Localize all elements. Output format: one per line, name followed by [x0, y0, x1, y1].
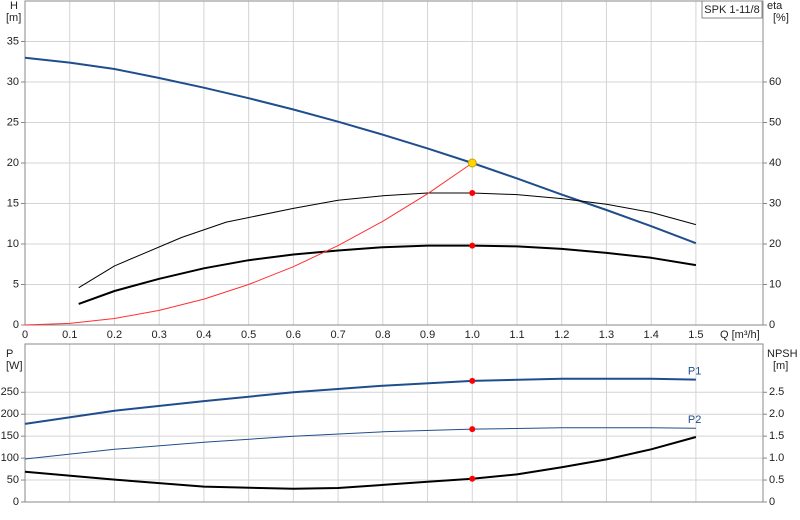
x-tick-label: 1.0 — [465, 329, 480, 341]
y-tick-label: 25 — [7, 116, 19, 128]
y2-tick-label: 0 — [769, 319, 775, 331]
y2-tick-label: 60 — [769, 76, 781, 88]
curve — [24, 56, 697, 245]
curve — [78, 244, 697, 305]
y2-axis-unit: [m] — [773, 360, 788, 372]
y-tick-label: 100 — [1, 452, 19, 464]
y-axis-unit: [W] — [6, 360, 23, 372]
y-tick-label: 200 — [1, 408, 19, 420]
x-tick-label: 1.2 — [554, 329, 569, 341]
x-tick-label: 1.5 — [688, 329, 703, 341]
x-tick-label: 1.4 — [644, 329, 659, 341]
y2-tick-label: 1.0 — [769, 452, 784, 464]
y-tick-label: 10 — [7, 238, 19, 250]
x-axis-label: Q [m³/h] — [720, 329, 760, 341]
curve-label: P2 — [688, 414, 701, 426]
y2-tick-label: 30 — [769, 197, 781, 209]
y2-tick-label: 2.5 — [769, 386, 784, 398]
curve — [24, 162, 473, 326]
curve — [24, 427, 696, 460]
y-axis-label: H — [10, 0, 18, 12]
duty-point — [469, 377, 476, 384]
y2-axis-label: eta — [767, 0, 783, 12]
duty-point — [469, 426, 476, 433]
y-tick-label: 15 — [7, 197, 19, 209]
plot-frame — [24, 0, 764, 326]
y2-tick-label: 2.0 — [769, 408, 784, 420]
curve — [24, 377, 696, 425]
y-tick-label: 0 — [13, 496, 19, 508]
y-tick-label: 30 — [7, 76, 19, 88]
y-tick-label: 20 — [7, 157, 19, 169]
curve — [24, 436, 697, 490]
duty-point — [469, 189, 476, 196]
curve — [78, 192, 697, 289]
x-tick-label: 0.1 — [62, 329, 77, 341]
x-tick-label: 0 — [22, 329, 28, 341]
x-tick-label: 1.1 — [509, 329, 524, 341]
y-tick-label: 35 — [7, 35, 19, 47]
y-axis-label: P — [6, 348, 13, 360]
x-tick-label: 0.4 — [196, 329, 211, 341]
title-box — [701, 0, 763, 19]
chart-title: SPK 1-11/8 — [704, 4, 759, 16]
y2-tick-label: 40 — [769, 157, 781, 169]
y-tick-label: 250 — [1, 386, 19, 398]
y2-axis-label: NPSH — [767, 348, 798, 360]
y2-tick-label: 0 — [769, 496, 775, 508]
curve-label: P1 — [688, 365, 701, 377]
y2-tick-label: 0.5 — [769, 474, 784, 486]
duty-point — [467, 158, 477, 168]
y-tick-label: 50 — [7, 474, 19, 486]
duty-point — [469, 475, 476, 482]
x-tick-label: 0.7 — [330, 329, 345, 341]
y2-tick-label: 50 — [769, 116, 781, 128]
x-tick-label: 0.9 — [420, 329, 435, 341]
y-tick-label: 5 — [13, 278, 19, 290]
y2-tick-label: 20 — [769, 238, 781, 250]
x-tick-label: 1.3 — [599, 329, 614, 341]
y2-tick-label: 10 — [769, 278, 781, 290]
x-tick-label: 0.8 — [375, 329, 390, 341]
y2-tick-label: 1.5 — [769, 430, 784, 442]
x-tick-label: 0.2 — [107, 329, 122, 341]
y-tick-label: 0 — [13, 319, 19, 331]
x-tick-label: 0.6 — [286, 329, 301, 341]
y2-axis-unit: [%] — [773, 12, 789, 24]
x-tick-label: 0.5 — [241, 329, 256, 341]
y-axis-unit: [m] — [6, 12, 21, 24]
duty-point — [469, 242, 476, 249]
x-tick-label: 0.3 — [152, 329, 167, 341]
y-tick-label: 150 — [1, 430, 19, 442]
